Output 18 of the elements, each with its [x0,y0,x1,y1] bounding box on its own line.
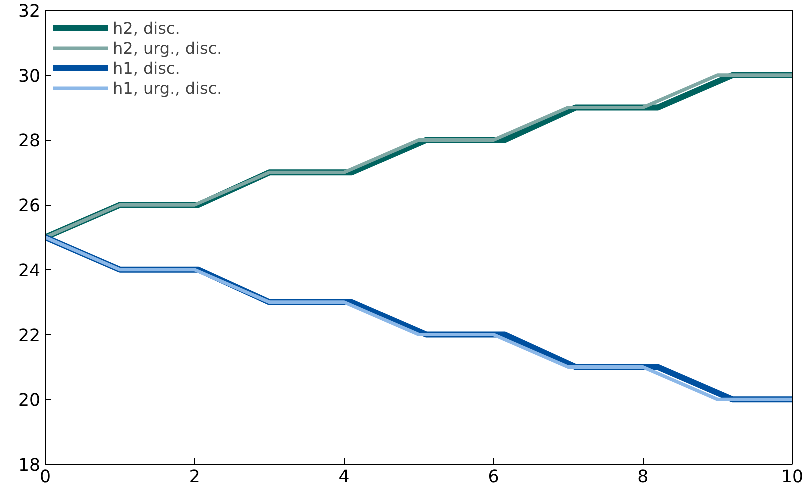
y-tick-label: 22 [18,326,41,346]
y-tick-label: 26 [18,196,41,217]
y-tick-label: 24 [18,261,41,282]
y-tick-label: 32 [18,2,41,22]
x-tick-label: 6 [488,468,500,488]
y-tick-label: 18 [18,456,41,476]
y-tick-label: 20 [18,391,41,412]
x-tick-label: 0 [40,468,52,488]
x-tick-label: 4 [338,468,350,488]
x-tick-label: 10 [781,468,804,488]
legend-label: h2, disc. [113,18,180,38]
legend-label: h1, urg., disc. [113,78,222,98]
y-tick-label: 30 [18,66,41,87]
y-tick-label: 28 [18,132,41,152]
x-tick-label: 2 [189,468,200,488]
legend-label: h2, urg., disc. [113,38,222,58]
x-tick-label: 8 [638,468,649,488]
legend-label: h1, disc. [113,58,180,78]
